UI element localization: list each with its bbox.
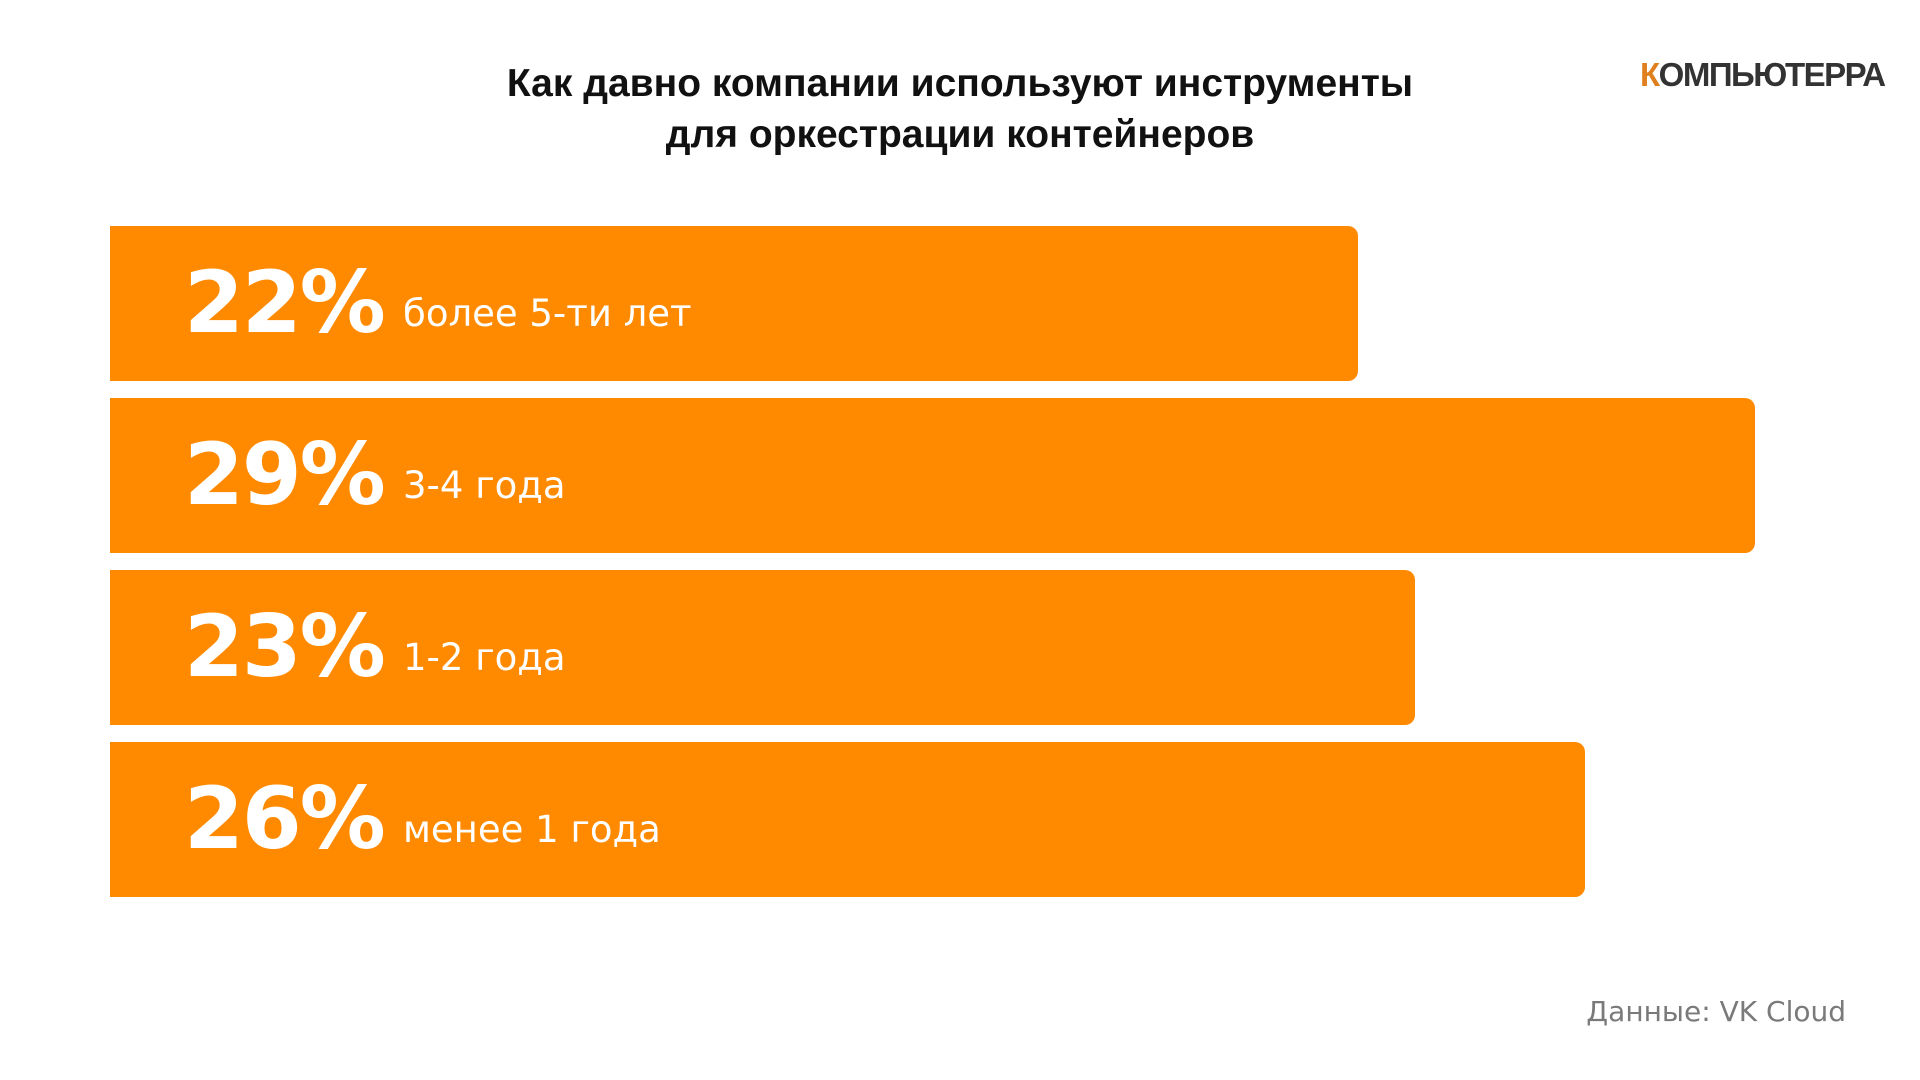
- chart-title: Как давно компании используют инструмент…: [0, 58, 1920, 160]
- bar-category-label: 1-2 года: [403, 636, 566, 679]
- bar-category-label: менее 1 года: [403, 808, 661, 851]
- bar-value-label: 26%: [184, 769, 386, 869]
- brand-logo-rest: ОМПЬЮТЕРРА: [1658, 56, 1886, 93]
- data-source-note: Данные: VK Cloud: [1586, 995, 1846, 1028]
- bar-category-label: 3-4 года: [403, 464, 566, 507]
- bar: [110, 226, 1358, 381]
- bar-value-label: 23%: [184, 597, 386, 697]
- bar-value-label: 22%: [184, 253, 386, 353]
- bar: [110, 570, 1415, 725]
- brand-logo-first-letter: К: [1640, 56, 1660, 93]
- bar-value-label: 29%: [184, 425, 386, 525]
- chart-title-line-2: для оркестрации контейнеров: [665, 113, 1255, 156]
- chart-title-line-1: Как давно компании используют инструмент…: [506, 62, 1414, 105]
- bar-category-label: более 5-ти лет: [403, 292, 692, 335]
- brand-logo: КОМПЬЮТЕРРА: [1640, 55, 1886, 95]
- bar: [110, 742, 1585, 897]
- bar: [110, 398, 1755, 553]
